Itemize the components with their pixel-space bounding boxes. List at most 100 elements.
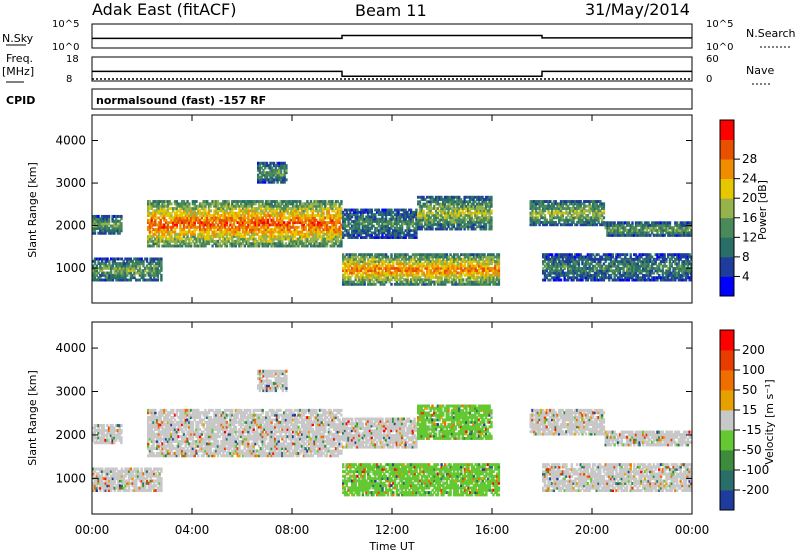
- echo-cell: [256, 218, 259, 222]
- echo-cell: [155, 235, 159, 239]
- echo-cell: [197, 237, 200, 241]
- echo-cell: [401, 253, 404, 257]
- echo-cell: [308, 204, 311, 208]
- echo-cell: [417, 225, 420, 229]
- echo-cell: [549, 271, 552, 275]
- echo-cell: [631, 221, 634, 225]
- echo-cell: [170, 239, 173, 243]
- echo-cell: [584, 223, 588, 227]
- echo-cell: [381, 208, 384, 212]
- echo-cell: [463, 198, 466, 201]
- echo-cell: [342, 266, 345, 270]
- echo-cell: [142, 264, 145, 268]
- echo-cell: [554, 255, 557, 259]
- echo-cell: [200, 228, 204, 232]
- echo-cell: [593, 207, 597, 210]
- echo-cell: [486, 260, 490, 263]
- echo-cell: [313, 230, 316, 234]
- echo-cell: [440, 223, 443, 226]
- echo-cell: [170, 232, 173, 236]
- echo-cell: [550, 209, 554, 213]
- echo-cell: [383, 278, 386, 282]
- echo-cell: [211, 218, 214, 222]
- echo-cell: [656, 221, 659, 225]
- echo-cell: [229, 235, 232, 239]
- echo-cell: [399, 217, 402, 221]
- echo-cell: [238, 200, 241, 204]
- echo-cell: [342, 210, 345, 214]
- echo-cell: [383, 273, 386, 277]
- echo-cell: [195, 228, 198, 232]
- echo-cell: [408, 264, 411, 268]
- echo-cell: [240, 200, 243, 204]
- echo-cell: [456, 257, 459, 261]
- echo-cell: [543, 213, 547, 217]
- echo-cell: [308, 214, 311, 218]
- echo-cell: [584, 218, 588, 222]
- echo-cell: [304, 235, 307, 239]
- echo-cell: [138, 257, 142, 261]
- echo-cell: [204, 239, 207, 243]
- echo-cell: [613, 221, 616, 225]
- echo-cell: [104, 219, 107, 223]
- echo-cell: [558, 276, 561, 280]
- echo-cell: [413, 282, 416, 286]
- echo-cell: [590, 200, 593, 203]
- echo-cell: [415, 231, 418, 235]
- echo-cell: [613, 226, 616, 230]
- echo-cell: [356, 282, 359, 286]
- echo-cell: [649, 226, 652, 230]
- echo-cell: [124, 266, 127, 270]
- echo-cell: [290, 239, 293, 243]
- echo-cell: [241, 230, 245, 234]
- echo-cell: [166, 244, 170, 248]
- echo-cell: [431, 257, 434, 261]
- echo-cell: [435, 255, 438, 259]
- echo-cell: [166, 211, 170, 215]
- echo-cell: [288, 244, 291, 248]
- cpid-text: normalsound (fast) -157 RF: [96, 94, 266, 107]
- echo-cell: [193, 211, 196, 215]
- echo-cell: [155, 207, 159, 211]
- echo-cell: [497, 269, 501, 273]
- echo-cell: [150, 204, 153, 208]
- echo-cell: [370, 208, 373, 212]
- echo-cell: [456, 198, 459, 201]
- echo-cell: [470, 202, 473, 206]
- echo-cell: [384, 273, 388, 277]
- echo-cell: [474, 271, 477, 275]
- echo-cell: [395, 282, 399, 286]
- echo-cell: [202, 239, 205, 243]
- echo-cell: [179, 244, 182, 248]
- echo-cell: [554, 267, 557, 270]
- echo-cell: [452, 257, 456, 261]
- echo-cell: [556, 262, 559, 266]
- echo-cell: [241, 216, 245, 220]
- echo-cell: [442, 200, 445, 204]
- echo-cell: [236, 216, 239, 220]
- echo-cell: [454, 202, 457, 206]
- echo-cell: [540, 213, 543, 217]
- echo-cell: [193, 242, 196, 246]
- echo-cell: [261, 223, 264, 227]
- echo-cell: [281, 211, 284, 215]
- echo-cell: [206, 218, 209, 222]
- echo-cell: [413, 269, 416, 273]
- echo-cell: [561, 204, 565, 208]
- echo-cell: [540, 209, 543, 213]
- echo-cell: [232, 244, 236, 248]
- echo-cell: [617, 228, 620, 232]
- echo-cell: [338, 225, 341, 229]
- echo-cell: [115, 269, 118, 273]
- echo-cell: [252, 228, 255, 232]
- echo-cell: [383, 271, 386, 275]
- echo-cell: [222, 223, 225, 227]
- echo-cell: [138, 266, 142, 270]
- echo-cell: [182, 225, 186, 229]
- echo-cell: [481, 257, 484, 261]
- echo-cell: [542, 204, 545, 208]
- echo-cell: [180, 211, 184, 215]
- echo-cell: [606, 228, 609, 232]
- echo-cell: [140, 269, 143, 273]
- echo-cell: [157, 225, 161, 229]
